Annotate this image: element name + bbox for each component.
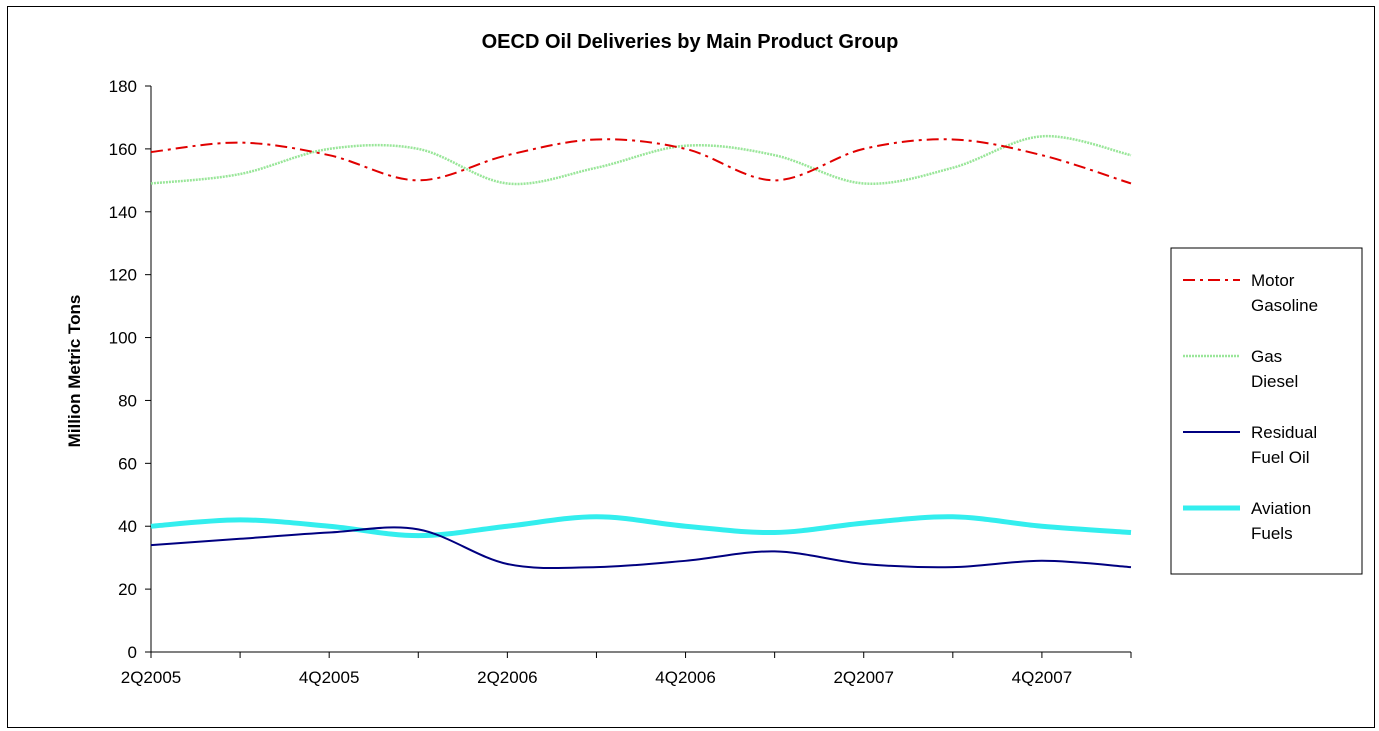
legend-box: [1170, 247, 1363, 575]
y-tick-label: 40: [118, 517, 137, 536]
legend-label-aviation-fuels: Aviation: [1251, 499, 1311, 518]
legend-label-gas-diesel: Diesel: [1251, 372, 1298, 391]
x-tick-label: 2Q2005: [121, 668, 182, 687]
legend-label-gas-diesel: Gas: [1251, 347, 1282, 366]
axes: 0 20 40 60 80 100 120 140 160 180 2Q2005 4Q2005 2Q20…: [109, 77, 1132, 687]
series-line-aviation-fuels: [150, 514, 1132, 539]
chart-frame: [7, 6, 1375, 728]
y-tick-label: 60: [118, 454, 137, 473]
x-tick-label: 2Q2006: [477, 668, 538, 687]
x-tick-label: 4Q2006: [655, 668, 716, 687]
y-tick-label: 120: [109, 266, 137, 285]
series-line-residual-fuel-oil: [150, 526, 1132, 570]
y-tick-label: 180: [109, 77, 137, 96]
legend-label-aviation-fuels: Fuels: [1251, 524, 1293, 543]
chart-title: OECD Oil Deliveries by Main Product Grou…: [482, 31, 899, 53]
y-tick-label: 160: [109, 140, 137, 159]
y-tick-label: 20: [118, 580, 137, 599]
series-line-motor-gasoline: [150, 138, 1132, 185]
legend: Motor Gasoline Gas Diesel Residual Fuel Oil Av…: [1170, 247, 1363, 575]
y-tick-label: 140: [109, 203, 137, 222]
legend-label-motor-gasoline: Motor: [1251, 271, 1295, 290]
y-tick-label: 0: [128, 643, 137, 662]
x-tick-label: 4Q2005: [299, 668, 360, 687]
legend-label-residual-fuel-oil: Residual: [1251, 423, 1317, 442]
legend-label-motor-gasoline: Gasoline: [1251, 296, 1318, 315]
y-axis-label: Million Metric Tons: [65, 295, 84, 448]
y-tick-label: 80: [118, 391, 137, 410]
series-layer: [150, 134, 1132, 570]
x-tick-label: 2Q2007: [833, 668, 894, 687]
legend-label-residual-fuel-oil: Fuel Oil: [1251, 448, 1310, 467]
series-line-gas-diesel: [150, 134, 1132, 186]
x-tick-label: 4Q2007: [1012, 668, 1073, 687]
y-tick-label: 100: [109, 329, 137, 348]
